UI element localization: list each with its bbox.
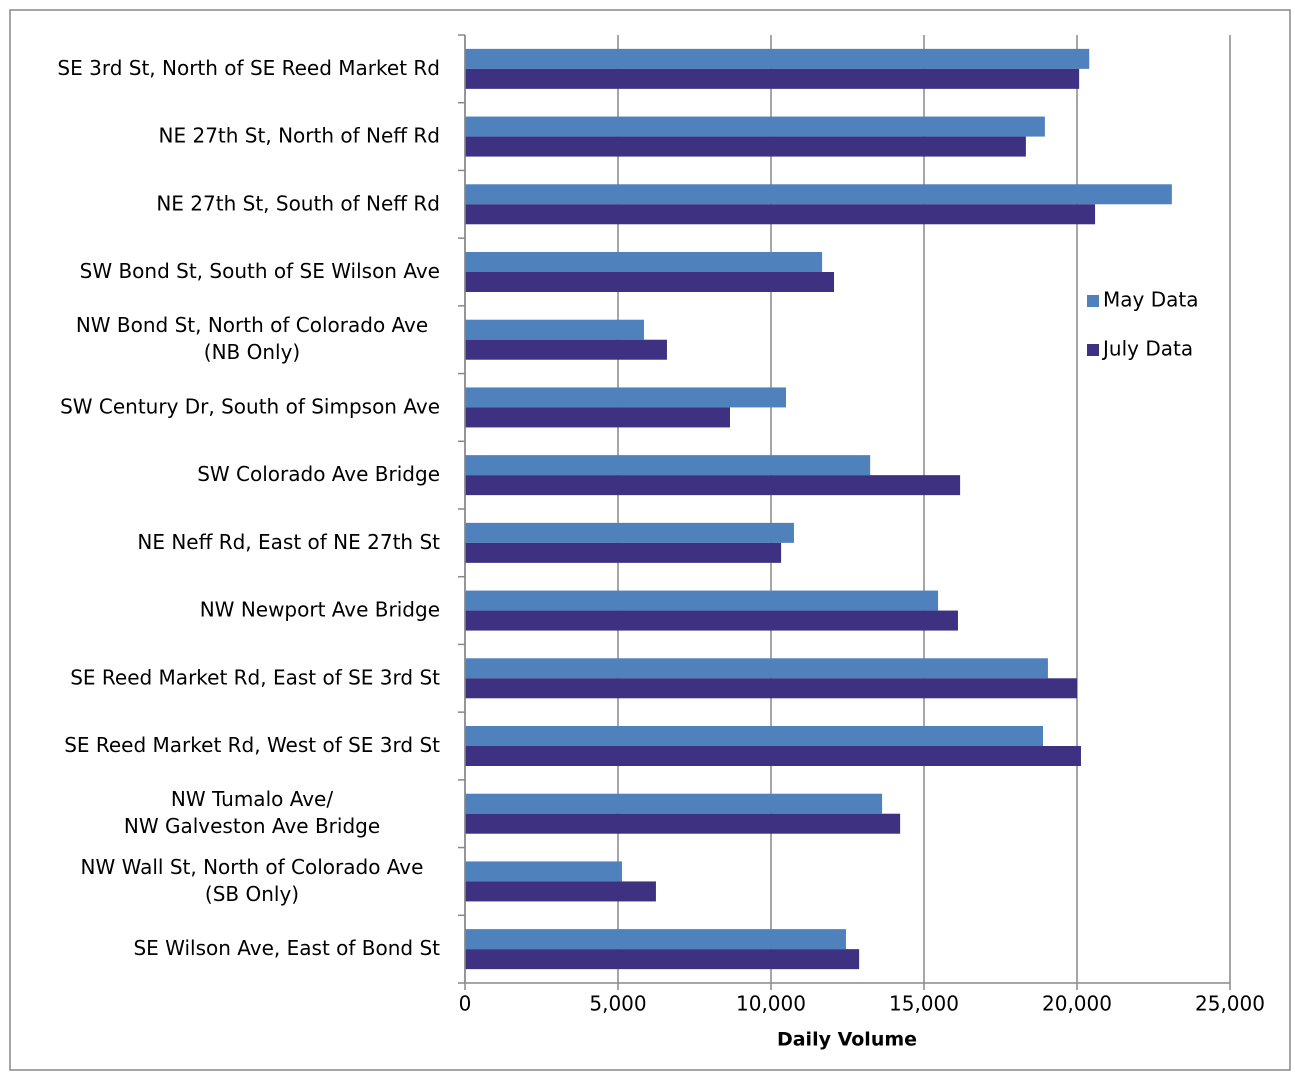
y-tick-label: NE 27th St, South of Neff Rd xyxy=(156,191,440,215)
y-tick-label: NW Wall St, North of Colorado Ave (SB Onl… xyxy=(81,854,424,905)
bar xyxy=(465,861,622,882)
y-tick-label: SE 3rd St, North of SE Reed Market Rd xyxy=(57,55,440,79)
bar xyxy=(465,542,782,563)
bar xyxy=(465,746,1081,766)
bar xyxy=(465,319,645,340)
y-tick-label-line: SE Reed Market Rd, West of SE 3rd St xyxy=(64,733,440,757)
bar xyxy=(465,252,823,272)
y-tick-label-line: SE 3rd St, North of SE Reed Market Rd xyxy=(57,55,440,79)
y-tick-label-line: SW Bond St, South of SE Wilson Ave xyxy=(80,259,440,283)
y-tick-label-line: NE 27th St, South of Neff Rd xyxy=(156,191,440,215)
bar xyxy=(465,522,794,543)
y-tick-label-line: (NB Only) xyxy=(204,340,300,364)
x-tick-label: 10,000 xyxy=(736,992,806,1016)
bar xyxy=(465,793,883,814)
y-tick-label: NE Neff Rd, East of NE 27th St xyxy=(137,529,440,553)
bar xyxy=(465,116,1045,137)
legend-label: July Data xyxy=(1101,337,1193,361)
x-tick-label: 25,000 xyxy=(1195,992,1265,1016)
bar xyxy=(465,475,961,496)
y-tick-label-line: SW Century Dr, South of Simpson Ave xyxy=(60,394,440,418)
y-tick-label-line: (SB Only) xyxy=(205,881,299,905)
legend-swatch xyxy=(1087,295,1099,307)
bar xyxy=(465,339,667,360)
bar xyxy=(465,726,1044,746)
legend-swatch xyxy=(1087,344,1099,356)
legend-box xyxy=(1080,278,1215,374)
y-tick-label: SE Reed Market Rd, East of SE 3rd St xyxy=(70,665,440,689)
bar xyxy=(465,881,656,902)
y-tick-label-line: NW Galveston Ave Bridge xyxy=(124,814,380,838)
y-tick-label: SE Wilson Ave, East of Bond St xyxy=(133,936,440,960)
bar xyxy=(465,455,871,476)
bar xyxy=(465,272,835,292)
y-tick-label-line: NW Tumalo Ave/ xyxy=(171,787,333,811)
y-tick-label: SW Century Dr, South of Simpson Ave xyxy=(60,394,440,418)
y-tick-label-line: SE Wilson Ave, East of Bond St xyxy=(133,936,440,960)
y-tick-label: SW Colorado Ave Bridge xyxy=(197,462,440,486)
x-axis-label: Daily Volume xyxy=(777,1029,917,1051)
y-tick-label: SE Reed Market Rd, West of SE 3rd St xyxy=(64,733,440,757)
bar xyxy=(465,407,730,428)
y-tick-label: SW Bond St, South of SE Wilson Ave xyxy=(80,259,440,283)
bar xyxy=(465,590,939,611)
y-tick-label: NW Newport Ave Bridge xyxy=(200,597,440,621)
bar xyxy=(465,387,786,408)
y-tick-label-line: NW Bond St, North of Colorado Ave xyxy=(76,313,428,337)
x-tick-label: 20,000 xyxy=(1042,992,1112,1016)
y-tick-label-line: NW Wall St, North of Colorado Ave xyxy=(81,854,424,878)
y-tick-label-line: NE 27th St, North of Neff Rd xyxy=(159,123,440,147)
y-tick-label-line: NW Newport Ave Bridge xyxy=(200,597,440,621)
bar xyxy=(465,136,1026,157)
y-tick-label-line: SW Colorado Ave Bridge xyxy=(197,462,440,486)
bar xyxy=(465,48,1090,69)
y-tick-label: NW Tumalo Ave/NW Galveston Ave Bridge xyxy=(124,787,380,838)
bar xyxy=(465,813,901,834)
bar xyxy=(465,658,1048,679)
bar xyxy=(465,204,1096,225)
bar xyxy=(465,929,846,950)
bar xyxy=(465,68,1080,89)
legend-label: May Data xyxy=(1103,288,1198,312)
x-tick-label: 15,000 xyxy=(889,992,959,1016)
y-tick-label-line: SE Reed Market Rd, East of SE 3rd St xyxy=(70,665,440,689)
y-tick-label: NE 27th St, North of Neff Rd xyxy=(159,123,440,147)
bar xyxy=(465,949,860,970)
y-tick-label: NW Bond St, North of Colorado Ave (NB Onl… xyxy=(76,313,428,364)
bar xyxy=(465,678,1077,699)
x-tick-label: 5,000 xyxy=(589,992,646,1016)
y-tick-label-line: NE Neff Rd, East of NE 27th St xyxy=(137,529,440,553)
bar xyxy=(465,184,1172,205)
bar xyxy=(465,610,958,631)
x-tick-label: 0 xyxy=(459,992,472,1016)
